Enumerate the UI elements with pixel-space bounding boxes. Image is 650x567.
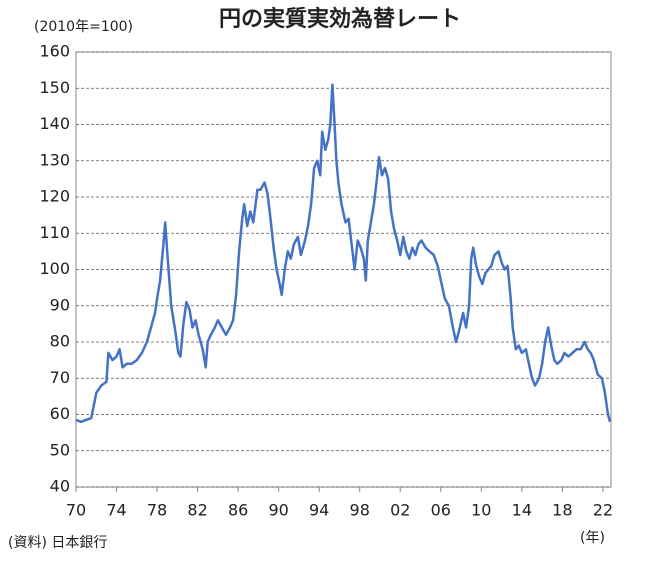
y-tick-label: 140 — [39, 114, 70, 133]
y-tick-label: 160 — [39, 42, 70, 61]
x-tick-label: 18 — [552, 501, 572, 520]
chart-title: 円の実質実効為替レート — [219, 6, 461, 32]
y-tick-label: 120 — [39, 187, 70, 206]
x-tick-label: 90 — [268, 501, 288, 520]
x-tick-label: 78 — [147, 501, 167, 520]
y-tick-label: 100 — [39, 259, 70, 278]
y-tick-label: 70 — [50, 368, 70, 387]
y-tick-label: 130 — [39, 150, 70, 169]
y-tick-label: 40 — [50, 477, 70, 496]
y-tick-label: 110 — [39, 223, 70, 242]
x-tick-label: 86 — [228, 501, 248, 520]
y-tick-label: 90 — [50, 295, 70, 314]
x-tick-label: 06 — [431, 501, 451, 520]
y-tick-label: 50 — [50, 440, 70, 459]
x-tick-label: 22 — [593, 501, 613, 520]
x-tick-label: 82 — [187, 501, 207, 520]
y-tick-label: 150 — [39, 78, 70, 97]
x-tick-label: 02 — [390, 501, 410, 520]
y-tick-label: 60 — [50, 404, 70, 423]
x-axis-unit: (年) — [580, 530, 605, 546]
y-axis-label: (2010年=100) — [34, 19, 133, 35]
x-tick-label: 94 — [309, 501, 329, 520]
x-tick-label: 70 — [66, 501, 86, 520]
x-tick-label: 14 — [512, 501, 532, 520]
x-tick-label: 10 — [471, 501, 491, 520]
x-tick-label: 74 — [106, 501, 126, 520]
x-tick-label: 98 — [350, 501, 370, 520]
y-tick-label: 80 — [50, 332, 70, 351]
line — [75, 83, 612, 424]
source: (資料) 日本銀行 — [8, 535, 107, 551]
